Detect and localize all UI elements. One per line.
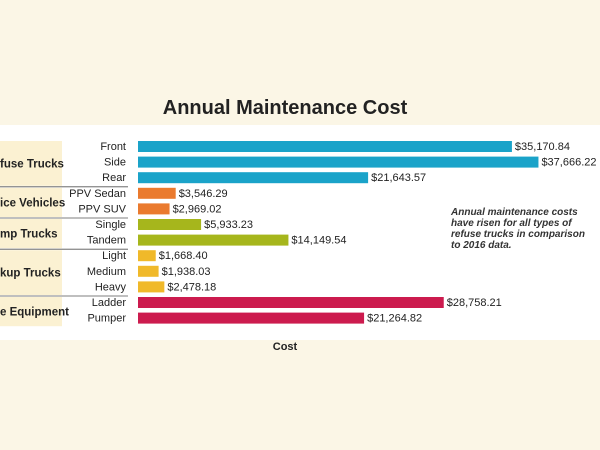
bar-category-label: Medium <box>87 266 126 278</box>
bar-value-label: $2,969.02 <box>173 203 222 215</box>
annotation-line: refuse trucks in comparison <box>451 229 585 240</box>
bar-value-label: $21,643.57 <box>371 172 426 184</box>
chart-title: Annual Maintenance Cost <box>163 97 408 119</box>
bar-category-label: Tandem <box>87 235 126 247</box>
bar-value-label: $3,546.29 <box>179 188 228 200</box>
bar-value-label: $35,170.84 <box>515 141 570 153</box>
group-label: mp Trucks <box>0 229 58 241</box>
bar <box>138 172 369 184</box>
bar-value-label: $2,478.18 <box>167 281 216 293</box>
group-label: ice Vehicles <box>0 197 65 209</box>
bar <box>138 234 289 246</box>
bar-value-label: $37,666.22 <box>541 157 596 169</box>
category-groups: fuse Trucks ice Vehicles mp Trucks kup Truc… <box>0 141 128 327</box>
x-axis-label: Cost <box>273 341 298 353</box>
group-box <box>0 187 62 217</box>
group-box <box>0 250 62 295</box>
bar <box>138 297 444 308</box>
bar <box>138 265 159 277</box>
bar <box>138 250 156 262</box>
annotation-line: Annual maintenance costs <box>450 207 578 218</box>
bar <box>138 219 202 230</box>
bar <box>138 156 539 168</box>
bar-value-label: $1,668.40 <box>159 250 208 262</box>
bar-value-label: $28,758.21 <box>447 297 502 309</box>
bar-category-label: Pumper <box>87 313 126 325</box>
group-label: e Equipment <box>0 307 69 319</box>
group-label: kup Trucks <box>0 268 61 280</box>
group-box <box>0 219 62 249</box>
bar <box>138 141 512 152</box>
bar <box>138 187 176 199</box>
annotation-line: to 2016 data. <box>451 240 512 251</box>
annotation-line: have risen for all types of <box>451 218 573 229</box>
bar-category-label: Ladder <box>92 297 127 309</box>
bar-category-label: Side <box>104 157 126 169</box>
bar-category-label: Single <box>95 219 126 231</box>
bar-value-label: $5,933.23 <box>204 219 253 231</box>
bar-category-label: PPV Sedan <box>69 188 126 200</box>
bar-category-label: Light <box>102 250 126 262</box>
group-box <box>0 141 62 186</box>
bar-category-label: Front <box>100 141 126 153</box>
bar-category-label: Rear <box>102 172 126 184</box>
bar-category-label: Heavy <box>95 281 127 293</box>
group-label: fuse Trucks <box>0 158 64 170</box>
bar <box>138 203 170 215</box>
bar <box>138 312 365 324</box>
bar-value-label: $21,264.82 <box>367 313 422 325</box>
bar-value-label: $1,938.03 <box>162 266 211 278</box>
bar-value-label: $14,149.54 <box>291 235 346 247</box>
bar-category-label: PPV SUV <box>78 203 126 215</box>
bars: Front $35,170.84 Side $37,666.22 Rear $21,643… <box>69 141 597 325</box>
bar <box>138 281 165 293</box>
group-box <box>0 297 62 327</box>
